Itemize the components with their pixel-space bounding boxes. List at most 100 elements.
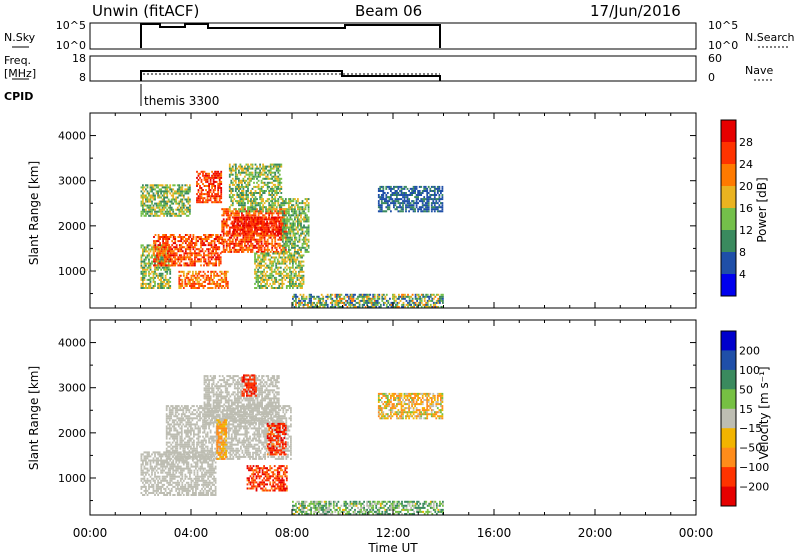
power-cell <box>273 282 276 285</box>
power-cell <box>279 266 282 269</box>
power-cell <box>278 216 281 219</box>
power-cell <box>316 303 318 306</box>
power-cell <box>196 199 198 202</box>
velocity-cell <box>157 479 159 482</box>
power-cell <box>189 258 192 261</box>
power-cell <box>158 188 161 191</box>
power-cell <box>181 192 184 195</box>
power-cell <box>143 287 146 289</box>
power-cell <box>292 287 294 289</box>
power-cell <box>268 190 271 192</box>
power-cell <box>265 212 267 215</box>
power-cell <box>162 244 164 247</box>
power-cell <box>186 252 189 255</box>
power-colorbar-segment <box>721 230 736 253</box>
power-cell <box>210 256 213 259</box>
velocity-cell <box>145 457 147 460</box>
power-cell <box>216 236 219 238</box>
power-cell <box>192 282 194 285</box>
power-cell <box>149 200 152 203</box>
power-cell <box>259 192 261 194</box>
power-cell <box>259 169 261 172</box>
power-cell <box>157 256 160 259</box>
power-cell <box>304 246 307 249</box>
power-cell <box>198 260 201 263</box>
power-cell <box>259 165 261 168</box>
power-cell <box>297 226 299 229</box>
power-cell <box>148 270 150 273</box>
power-cell <box>429 293 432 296</box>
power-cell <box>143 204 146 207</box>
power-cell <box>280 165 283 168</box>
power-cell <box>184 208 187 211</box>
power-cell <box>237 226 240 229</box>
power-cell <box>261 224 264 227</box>
power-cell <box>250 218 252 221</box>
velocity-cell <box>148 453 150 456</box>
power-cell <box>269 254 272 257</box>
power-cell <box>292 208 295 211</box>
power-cell <box>224 220 227 223</box>
power-cell <box>265 206 267 209</box>
power-cell <box>303 220 305 223</box>
velocity-cell <box>140 471 143 474</box>
power-cell <box>284 222 287 225</box>
power-cell <box>211 270 214 273</box>
power-cell <box>286 240 289 243</box>
power-cell <box>254 256 256 259</box>
power-cell <box>172 238 175 240</box>
power-cell <box>246 232 249 235</box>
power-cell <box>237 220 240 223</box>
power-cell <box>263 202 266 205</box>
power-cell <box>231 202 234 205</box>
power-cell <box>261 226 264 229</box>
power-cell <box>215 246 217 249</box>
power-cell <box>246 224 249 227</box>
power-cell <box>385 196 388 199</box>
power-cell <box>242 210 245 213</box>
power-cell <box>162 240 164 243</box>
power-cell <box>297 244 299 247</box>
power-cell <box>291 214 293 217</box>
power-cell <box>189 244 192 247</box>
power-cell <box>397 185 400 188</box>
power-cell <box>167 206 170 209</box>
velocity-cell <box>154 451 156 454</box>
power-cell <box>224 212 227 215</box>
power-cell <box>143 250 146 253</box>
power-cell <box>233 248 236 251</box>
power-cell <box>178 236 181 238</box>
power-cell <box>394 200 397 203</box>
power-cell <box>375 303 378 306</box>
power-cell <box>271 167 274 170</box>
power-cell <box>274 236 277 239</box>
power-cell <box>331 299 334 302</box>
power-cell <box>249 228 252 231</box>
power-cell <box>385 202 388 205</box>
power-cell <box>286 226 289 229</box>
power-cell <box>377 202 380 205</box>
power-cell <box>277 202 280 205</box>
power-cell <box>441 190 444 192</box>
power-cell <box>160 208 162 211</box>
power-cell <box>187 270 190 273</box>
power-cell <box>167 278 170 281</box>
power-cell <box>213 272 215 275</box>
power-cell <box>406 187 409 190</box>
power-cell <box>198 287 200 289</box>
power-cell <box>242 179 245 182</box>
power-cell <box>436 192 439 194</box>
power-cell <box>298 236 301 239</box>
power-cell <box>384 295 387 298</box>
power-cell <box>259 248 261 251</box>
cpid-program: themis 3300 <box>144 94 219 108</box>
power-cell <box>304 198 307 201</box>
power-cell <box>293 295 296 298</box>
power-cell <box>262 165 264 168</box>
power-cell <box>221 228 224 231</box>
power-cell <box>283 200 286 203</box>
velocity-cell <box>145 455 147 458</box>
power-cell <box>151 202 153 205</box>
power-cell <box>255 228 258 231</box>
power-cell <box>143 270 146 273</box>
